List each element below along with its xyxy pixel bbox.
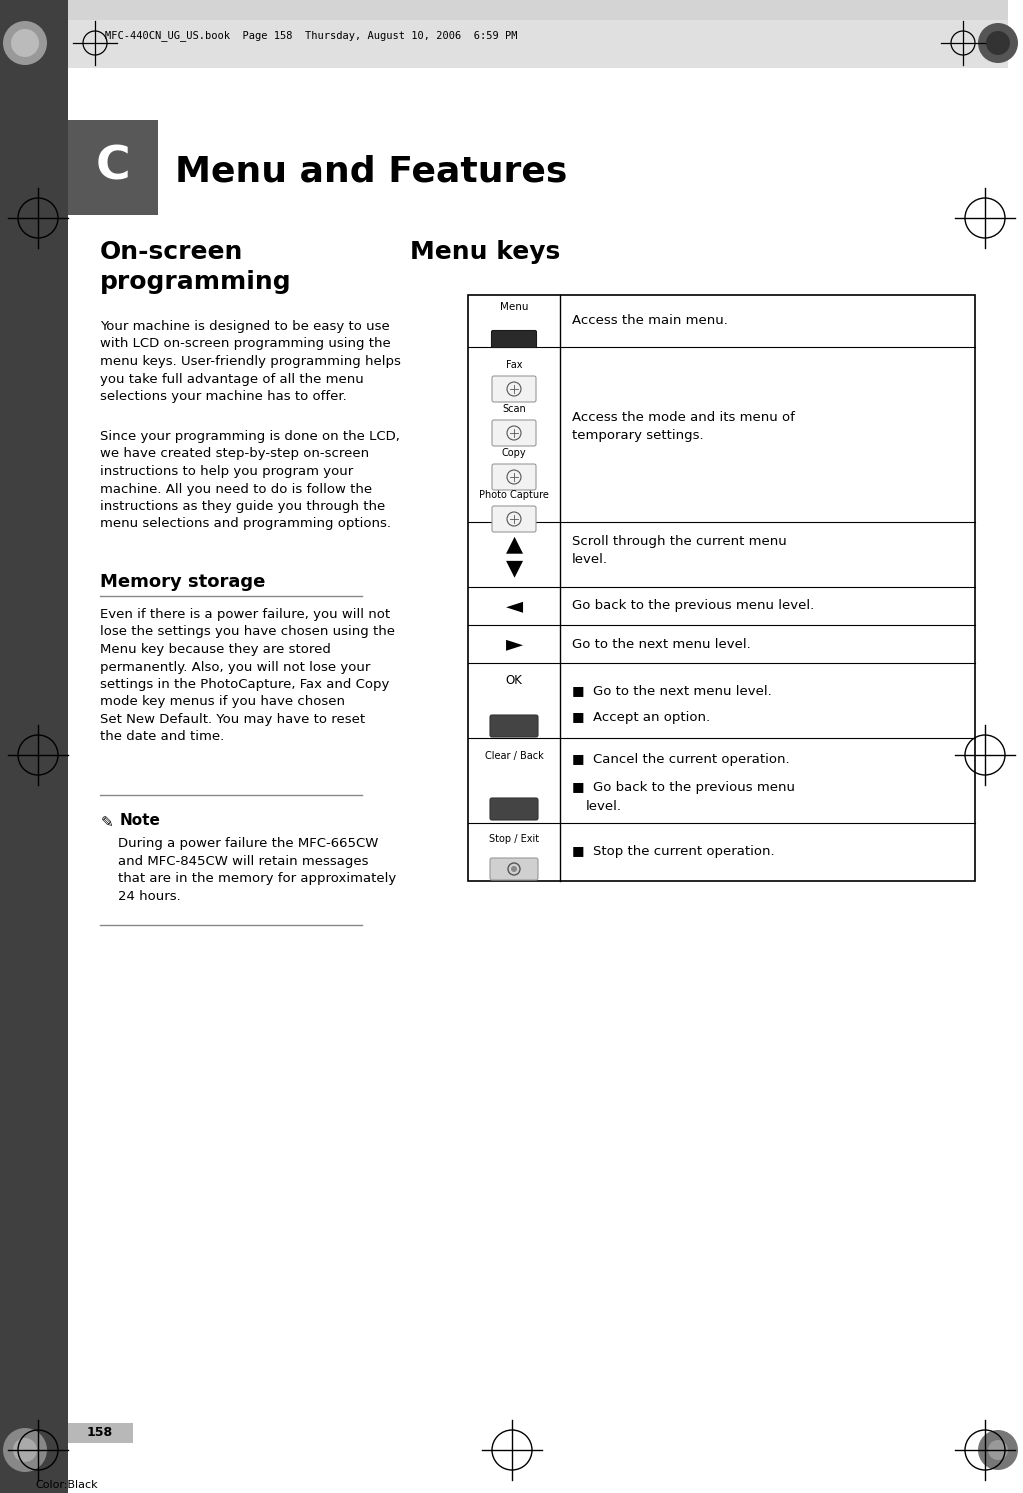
Text: Photo Capture: Photo Capture: [479, 490, 549, 500]
Bar: [468, 296, 975, 881]
Circle shape: [978, 22, 1018, 63]
FancyBboxPatch shape: [492, 464, 536, 490]
Text: Menu: Menu: [500, 302, 528, 312]
FancyBboxPatch shape: [492, 506, 536, 532]
Text: ◄: ◄: [505, 596, 523, 617]
Text: ►: ►: [505, 635, 523, 654]
Bar: [68, 1423, 133, 1444]
Text: Access the mode and its menu of
temporary settings.: Access the mode and its menu of temporar…: [572, 411, 795, 442]
Text: C: C: [95, 145, 130, 190]
FancyBboxPatch shape: [491, 330, 536, 348]
Circle shape: [978, 1430, 1018, 1471]
FancyBboxPatch shape: [490, 715, 538, 738]
Text: ■  Go back to the previous menu: ■ Go back to the previous menu: [572, 781, 795, 794]
Text: ■  Cancel the current operation.: ■ Cancel the current operation.: [572, 754, 790, 766]
Circle shape: [11, 28, 39, 57]
Circle shape: [988, 1441, 1008, 1460]
FancyBboxPatch shape: [490, 797, 538, 820]
Text: ✎: ✎: [101, 815, 114, 830]
Text: Go to the next menu level.: Go to the next menu level.: [572, 638, 751, 651]
Text: MFC-440CN_UG_US.book  Page 158  Thursday, August 10, 2006  6:59 PM: MFC-440CN_UG_US.book Page 158 Thursday, …: [105, 30, 518, 42]
Circle shape: [3, 21, 47, 66]
Bar: [68, 19, 1008, 69]
Text: 158: 158: [87, 1426, 114, 1439]
Text: Menu keys: Menu keys: [410, 240, 561, 264]
Text: Copy: Copy: [501, 448, 526, 458]
Text: Access the main menu.: Access the main menu.: [572, 315, 728, 327]
Text: ▼: ▼: [505, 558, 523, 578]
Text: ■  Accept an option.: ■ Accept an option.: [572, 712, 710, 724]
FancyBboxPatch shape: [490, 858, 538, 879]
Text: Clear / Back: Clear / Back: [485, 751, 543, 761]
Bar: [68, 119, 158, 215]
Text: On-screen: On-screen: [100, 240, 243, 264]
FancyBboxPatch shape: [492, 376, 536, 402]
Text: Your machine is designed to be easy to use
with LCD on-screen programming using : Your machine is designed to be easy to u…: [100, 320, 401, 403]
Text: Memory storage: Memory storage: [100, 573, 265, 591]
Text: Menu and Features: Menu and Features: [175, 154, 568, 188]
Circle shape: [512, 866, 517, 872]
Text: ■  Stop the current operation.: ■ Stop the current operation.: [572, 845, 774, 858]
Text: ■  Go to the next menu level.: ■ Go to the next menu level.: [572, 684, 771, 697]
Text: Go back to the previous menu level.: Go back to the previous menu level.: [572, 600, 814, 612]
Text: During a power failure the MFC-665CW
and MFC-845CW will retain messages
that are: During a power failure the MFC-665CW and…: [118, 838, 396, 902]
Text: Even if there is a power failure, you will not
lose the settings you have chosen: Even if there is a power failure, you wi…: [100, 608, 395, 744]
Bar: [0, 0, 68, 1493]
Bar: [68, 0, 1008, 19]
FancyBboxPatch shape: [492, 420, 536, 446]
Text: Color:Black: Color:Black: [35, 1480, 97, 1490]
Text: Since your programming is done on the LCD,
we have created step-by-step on-scree: Since your programming is done on the LC…: [100, 430, 400, 530]
Circle shape: [986, 31, 1010, 55]
Text: Scroll through the current menu
level.: Scroll through the current menu level.: [572, 534, 787, 566]
Text: programming: programming: [100, 270, 292, 294]
Text: Scan: Scan: [502, 405, 526, 414]
Text: level.: level.: [586, 799, 622, 812]
Text: OK: OK: [505, 675, 523, 687]
Circle shape: [3, 1427, 47, 1472]
Text: Fax: Fax: [505, 360, 523, 370]
Circle shape: [13, 1438, 37, 1462]
Text: ▲: ▲: [505, 534, 523, 554]
Text: Stop / Exit: Stop / Exit: [489, 835, 539, 844]
Text: Note: Note: [120, 814, 161, 829]
